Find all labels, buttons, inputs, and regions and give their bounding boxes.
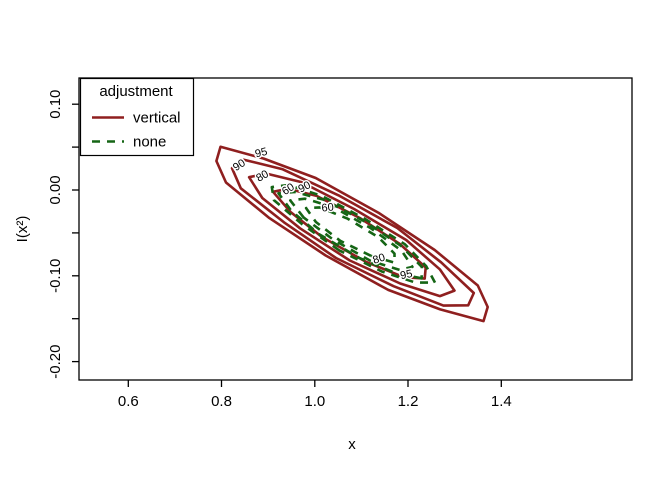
legend-label-none: none <box>133 134 166 151</box>
x-tick-label: 0.8 <box>211 393 232 410</box>
contour-vertical-80 <box>247 172 456 298</box>
contour-label-none-60: 60 <box>321 201 334 214</box>
x-tick-label: 1.2 <box>398 393 419 410</box>
y-tick-label: 0.10 <box>47 90 64 119</box>
contour-vertical-90 <box>230 158 476 307</box>
y-axis-tick-labels: 0.10 0.00 -0.10 -0.20 <box>47 90 64 379</box>
legend-title: adjustment <box>99 83 173 100</box>
contour-label-vertical-95: 95 <box>254 146 269 161</box>
contour-label-vertical-60: 60 <box>280 181 297 198</box>
contour-lines <box>215 145 489 323</box>
y-axis-ticks <box>72 103 79 363</box>
y-axis-title: I(x²) <box>14 216 31 243</box>
contour-vertical-95 <box>215 145 489 323</box>
contour-none-60 <box>304 206 396 264</box>
x-axis-ticks <box>127 380 502 387</box>
plot-border <box>78 77 633 381</box>
contour-vertical-60 <box>271 187 427 280</box>
contour-none-80 <box>289 197 414 272</box>
contour-none-95 <box>270 183 437 284</box>
x-axis-title: x <box>348 436 356 453</box>
contour-label-none-80: 80 <box>371 252 386 267</box>
x-tick-label: 0.6 <box>118 393 139 410</box>
y-tick-label: -0.10 <box>47 259 64 293</box>
legend: adjustment vertical none <box>79 77 195 157</box>
x-tick-label: 1.0 <box>304 393 325 410</box>
y-tick-label: -0.20 <box>47 344 64 378</box>
x-axis-tick-labels: 0.6 0.8 1.0 1.2 1.4 <box>118 393 512 410</box>
legend-label-vertical: vertical <box>133 110 181 127</box>
contour-label-none-95: 95 <box>399 268 413 282</box>
contour-label-vertical-80: 80 <box>254 168 271 185</box>
y-tick-label: 0.00 <box>47 175 64 204</box>
x-tick-label: 1.4 <box>491 393 512 410</box>
